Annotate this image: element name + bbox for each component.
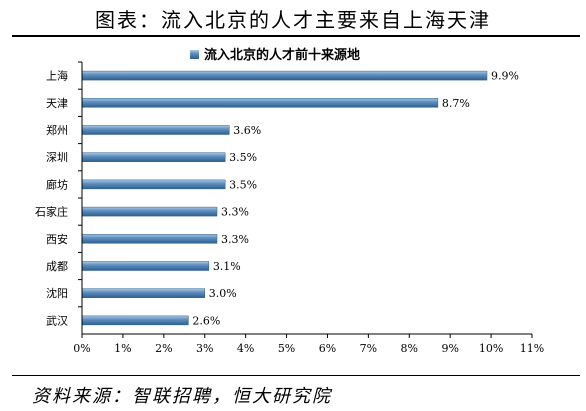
x-tick-label: 4%: [237, 342, 254, 355]
legend-swatch: [190, 50, 199, 59]
category-label: 成都: [46, 260, 68, 273]
x-tick-label: 9%: [441, 342, 458, 355]
figure-title: 图表：流入北京的人才主要来自上海天津: [95, 8, 491, 32]
bar-value-label: 2.6%: [192, 314, 220, 327]
category-label: 深圳: [46, 151, 68, 164]
bar: [81, 206, 218, 217]
bar: [81, 234, 218, 244]
bar-value-label: 3.3%: [221, 206, 249, 219]
bar-value-label: 3.6%: [233, 124, 261, 137]
x-tick-label: 11%: [520, 342, 544, 355]
source-note: 资料来源：智联招聘，恒大研究院: [32, 386, 332, 407]
bar-value-label: 3.3%: [221, 233, 249, 246]
category-label: 天津: [46, 97, 68, 110]
bar: [81, 315, 189, 326]
category-label: 西安: [46, 232, 68, 246]
bar: [81, 70, 488, 81]
bar-chart: 流入北京的人才前十来源地 9.9% 8.7% 3.6% 3.5% 3.5% 3.3% 3.3…: [35, 47, 544, 355]
title-rule: [12, 35, 580, 37]
x-tick-label: 1%: [114, 342, 131, 355]
bar: [81, 98, 439, 108]
legend-label: 流入北京的人才前十来源地: [204, 47, 360, 63]
category-label: 武汉: [46, 314, 68, 327]
bar-value-label: 3.0%: [209, 287, 237, 300]
bar: [81, 125, 230, 135]
x-tick-label: 6%: [319, 342, 336, 355]
bar-value-label: 3.1%: [213, 260, 241, 273]
category-label: 石家庄: [35, 205, 68, 219]
bar-value-label: 9.9%: [491, 70, 519, 83]
x-tick-label: 0%: [73, 342, 90, 355]
bar: [81, 152, 226, 162]
bar: [81, 179, 226, 190]
category-label: 沈阳: [46, 286, 68, 300]
category-label: 上海: [46, 69, 68, 83]
category-label: 郑州: [46, 123, 68, 137]
x-tick-label: 3%: [196, 342, 213, 355]
category-label: 廊坊: [46, 177, 68, 191]
bar: [81, 288, 205, 298]
x-tick-label: 2%: [155, 342, 172, 355]
x-tick-label: 7%: [360, 342, 377, 355]
legend: 流入北京的人才前十来源地: [190, 47, 360, 63]
bar-value-label: 8.7%: [442, 97, 470, 110]
bar-value-label: 3.5%: [229, 151, 257, 164]
bar-value-label: 3.5%: [229, 178, 257, 191]
bars: 9.9% 8.7% 3.6% 3.5% 3.5% 3.3% 3.3% 3.1% 3.0% 2.6%: [81, 70, 519, 327]
x-tick-label: 10%: [479, 342, 503, 355]
source-rule: [12, 375, 580, 376]
bar: [81, 261, 210, 271]
x-axis: 0% 1% 2% 3% 4% 5% 6% 7% 8% 9% 10% 11%: [73, 333, 544, 355]
x-tick-label: 5%: [278, 342, 295, 355]
x-tick-label: 8%: [401, 342, 418, 355]
